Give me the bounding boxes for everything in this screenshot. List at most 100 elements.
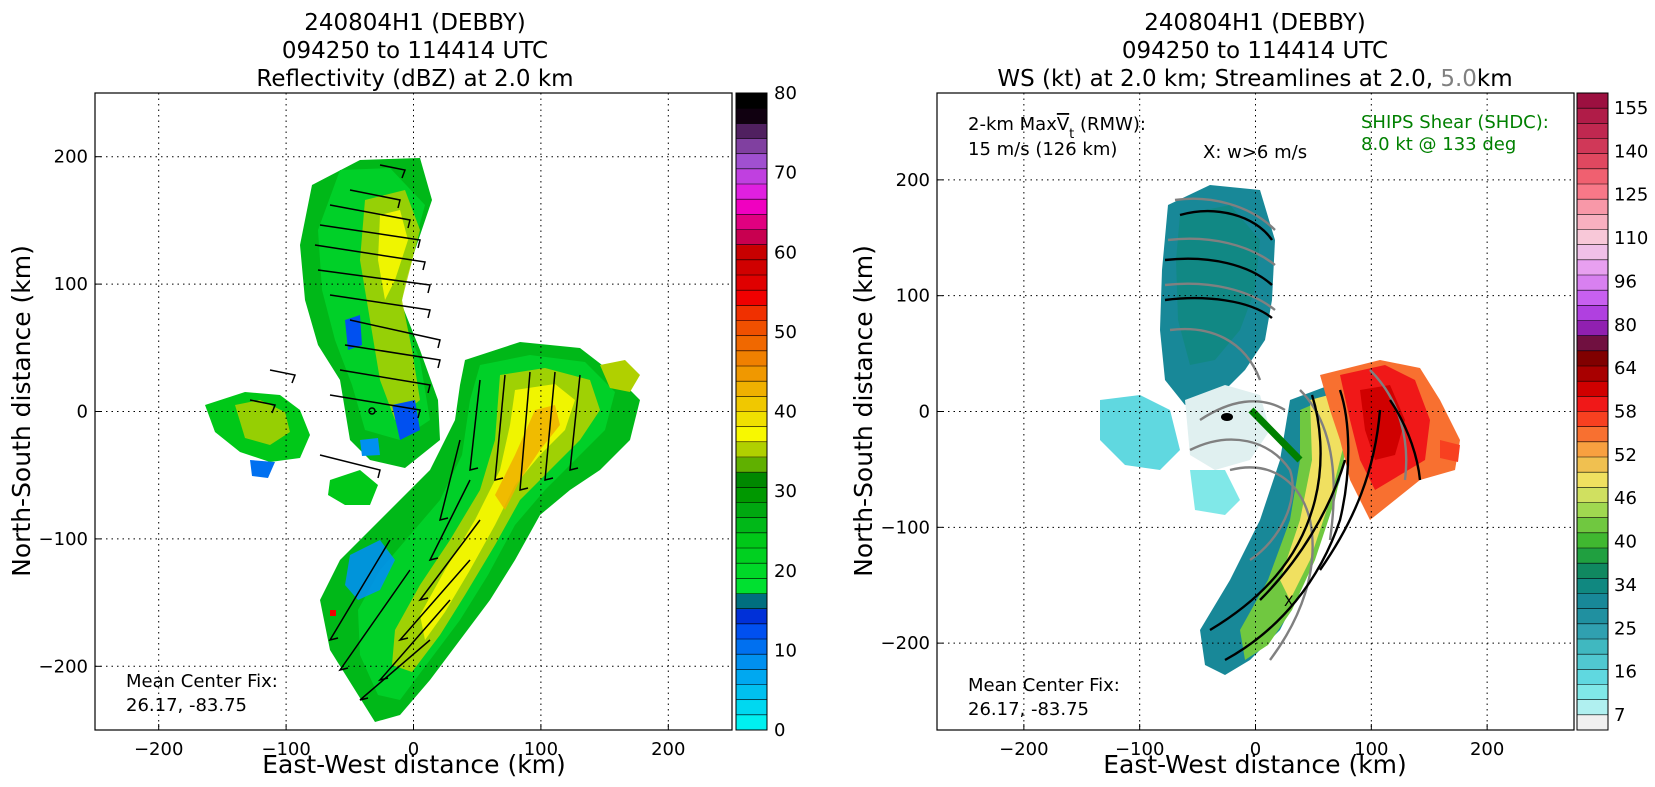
right-colorbar-swatch [1577,699,1608,716]
right-title-line-1: 240804H1 (DEBBY) [1144,10,1366,36]
right-colorbar-tick-label: 16 [1614,662,1637,683]
maxv-label: 2-km MaxVt (RMW): [968,114,1146,142]
right-colorbar-swatch [1577,366,1608,382]
left-colorbar-tick-label: 30 [774,481,797,502]
left-colorbar-swatch [736,366,767,382]
left-colorbar-swatch [736,93,767,109]
right-title-line-3-level: 5.0 [1440,66,1477,92]
left-panel: 240804H1 (DEBBY) 094250 to 114414 UTC Re… [7,10,797,779]
left-colorbar-swatch [736,153,767,170]
streamlines [1164,197,1422,662]
left-x-tick-label: 100 [524,739,558,760]
left-colorbar-frame [735,92,768,731]
left-colorbar-swatch [736,199,767,215]
right-colorbar-tick-label: 58 [1614,402,1637,423]
right-title-line-3-unit: km [1477,66,1513,92]
right-colorbar-swatch [1577,214,1608,230]
right-ticks: −200 −100 0 100 200 −200 −100 0 100 200 [881,170,1505,760]
right-colorbar-swatch [1577,532,1608,549]
right-title-line-3: WS (kt) at 2.0 km; Streamlines at 2.0, 5… [997,66,1512,92]
right-colorbar-swatch [1577,381,1608,397]
left-colorbar-tick-label: 70 [774,163,797,184]
right-colorbar-swatch [1577,623,1608,640]
left-colorbar-tick-label: 80 [774,83,797,104]
right-colorbar-tick-label: 7 [1614,705,1625,726]
right-title-line-2: 094250 to 114414 UTC [1122,38,1388,64]
right-panel: 240804H1 (DEBBY) 094250 to 114414 UTC WS… [849,10,1648,779]
left-plot-area [95,93,732,730]
left-colorbar-swatch [736,138,767,155]
left-title-line-1: 240804H1 (DEBBY) [304,10,526,36]
left-colorbar-swatch [736,578,767,594]
left-colorbar-swatch [736,335,767,352]
maxv-subscript: t [1069,127,1074,142]
left-x-axis-label: East-West distance (km) [262,750,566,779]
right-colorbar-swatch [1577,426,1608,443]
right-colorbar-swatch [1577,441,1608,458]
right-colorbar-tick-label: 80 [1614,315,1637,336]
left-colorbar-swatch [736,396,767,412]
left-colorbar-swatch [736,441,767,458]
left-colorbar-tick-label: 60 [774,242,797,263]
right-y-tick-label: −100 [881,517,930,538]
right-colorbar-swatch [1577,108,1608,124]
right-title-line-3-main: WS (kt) at 2.0 km; Streamlines at 2.0, [997,66,1440,92]
left-colorbar-swatch [736,350,767,367]
right-y-tick-label: 100 [896,286,930,307]
left-colorbar-swatch [736,108,767,124]
left-center-fix-value: 26.17, -83.75 [126,695,247,716]
left-y-axis-label: North-South distance (km) [7,245,36,577]
right-colorbar-swatch [1577,335,1608,352]
right-x-axis-label: East-West distance (km) [1103,750,1407,779]
right-x-tick-label: 0 [1250,739,1261,760]
right-colorbar-swatch [1577,654,1608,670]
center-marker [1221,413,1233,421]
left-colorbar-tick-label: 40 [774,402,797,423]
right-colorbar-swatch [1577,502,1608,519]
maxv-suffix: (RMW): [1074,114,1146,135]
right-colorbar: 155 140 125 110 96 80 64 58 52 46 40 34 25 16 7 [1577,93,1648,731]
left-x-tick-label: −200 [134,739,183,760]
right-y-tick-label: 0 [919,402,930,423]
shear-vector [1248,407,1303,463]
left-y-tick-label: −200 [39,656,88,677]
vertical-velocity-note: X: w>6 m/s [1203,142,1307,163]
left-colorbar-swatch [736,593,767,610]
left-colorbar-swatch [736,244,767,261]
left-colorbar-swatch [736,457,767,473]
left-colorbar-tick-label: 20 [774,561,797,582]
right-colorbar-swatch [1577,639,1608,655]
left-colorbar-swatch [736,259,767,276]
right-colorbar-tick-label: 110 [1614,228,1648,249]
right-x-tick-label: −100 [1115,739,1164,760]
right-colorbar-swatch [1577,548,1608,564]
right-colorbar-swatch [1577,290,1608,306]
left-colorbar-swatch [736,669,767,685]
maxv-value: 15 m/s (126 km) [968,139,1117,160]
right-colorbar-swatch [1577,457,1608,473]
right-colorbar-swatch [1577,168,1608,185]
left-colorbar-swatch [736,639,767,655]
left-colorbar-swatch [736,229,767,246]
left-x-tick-label: 0 [408,739,419,760]
w-marker: X [1284,594,1294,610]
left-colorbar-tick-label: 50 [774,322,797,343]
left-colorbar-swatch [736,168,767,185]
right-colorbar-swatch [1577,305,1608,321]
left-colorbar-swatch [736,517,767,534]
right-colorbar-tick-label: 96 [1614,271,1637,292]
left-colorbar-swatch [736,184,767,200]
maxv-v: V [1057,114,1070,135]
right-colorbar-swatch [1577,93,1608,109]
right-colorbar-swatch [1577,320,1608,337]
right-colorbar-swatch [1577,244,1608,261]
right-colorbar-swatch [1577,199,1608,215]
left-colorbar-swatch [736,290,767,306]
maxv-prefix: 2-km Max [968,114,1057,135]
left-colorbar-swatch [736,426,767,443]
left-colorbar-swatch [736,532,767,549]
left-colorbar-swatch [736,411,767,428]
left-y-tick-label: −100 [39,529,88,550]
right-colorbar-swatch [1577,608,1608,625]
left-colorbar-swatch [736,275,767,291]
